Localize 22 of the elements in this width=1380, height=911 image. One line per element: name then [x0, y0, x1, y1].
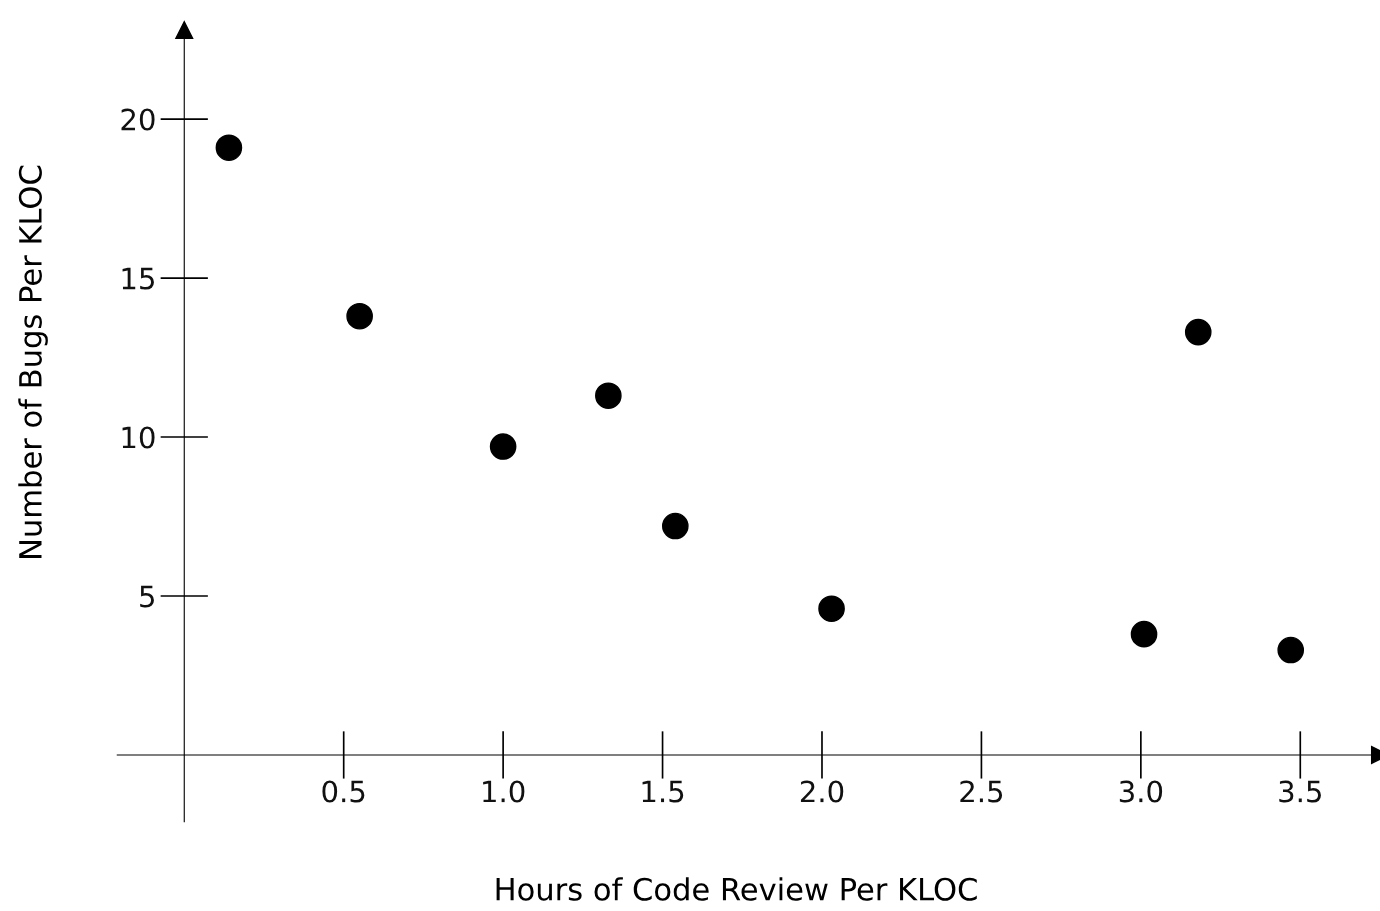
point [1277, 636, 1305, 664]
point [489, 433, 517, 460]
y-axis-title: Number of Bugs Per KLOC [18, 165, 48, 558]
x-tick-label: 3.5 [1279, 780, 1321, 803]
x-tick-label: 2.5 [960, 780, 1003, 803]
y-tick-label: 10 [122, 426, 155, 449]
point [818, 595, 845, 623]
x-tick-label: 2.0 [800, 780, 844, 803]
point [1184, 318, 1212, 346]
point [662, 512, 689, 540]
point [595, 382, 622, 409]
point [215, 134, 243, 162]
point [1130, 620, 1158, 648]
x-tick-label: 0.5 [322, 780, 365, 803]
y-tick-label: 20 [121, 108, 155, 131]
x-tick-label: 1.5 [642, 780, 684, 803]
x-tick-label: 1.0 [483, 780, 525, 803]
y-tick-label: 5 [140, 585, 154, 608]
y-tick-label: 15 [122, 267, 154, 290]
x-axis-title: Hours of Code Review Per KLOC [496, 877, 977, 901]
x-tick-label: 3.0 [1119, 780, 1163, 803]
point [346, 302, 373, 330]
